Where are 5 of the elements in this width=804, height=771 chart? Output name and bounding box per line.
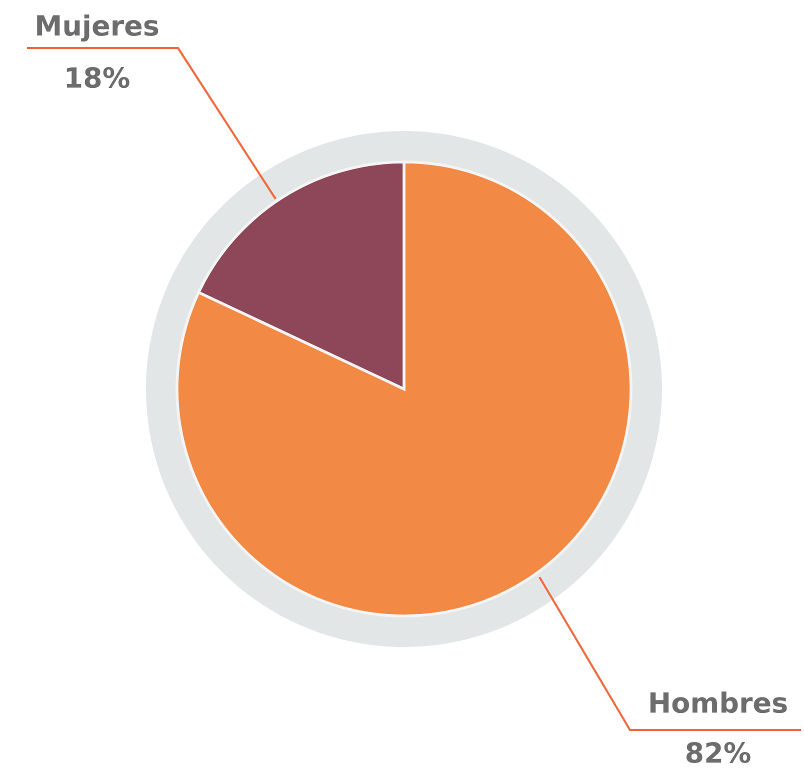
slice-label: Mujeres bbox=[37, 14, 158, 42]
data-label: 82% bbox=[686, 742, 750, 764]
slice-label: Hombres bbox=[650, 692, 787, 714]
pie-slice bbox=[176, 160, 632, 618]
data-label: 18% bbox=[66, 67, 130, 88]
